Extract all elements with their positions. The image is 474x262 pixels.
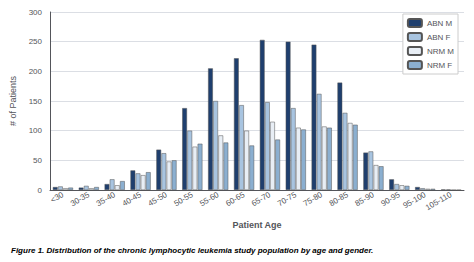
svg-text:100: 100 — [29, 126, 43, 135]
svg-text:200: 200 — [29, 67, 43, 76]
svg-text:85-90: 85-90 — [354, 190, 377, 208]
svg-text:60-65: 60-65 — [224, 190, 247, 208]
svg-text:Figure 1. Distribution of the: Figure 1. Distribution of the chronic ly… — [11, 246, 373, 255]
svg-text:Patient Age: Patient Age — [232, 220, 281, 230]
svg-text:<30: <30 — [49, 190, 66, 205]
svg-text:ABN F: ABN F — [427, 33, 451, 42]
svg-text:50: 50 — [33, 156, 42, 165]
svg-text:105-110: 105-110 — [424, 190, 454, 212]
svg-text:90-95: 90-95 — [379, 190, 402, 208]
svg-text:250: 250 — [29, 37, 43, 46]
svg-text:# of Patients: # of Patients — [8, 75, 18, 126]
svg-text:30-35: 30-35 — [69, 190, 92, 208]
svg-text:35-40: 35-40 — [95, 190, 118, 208]
svg-text:40-45: 40-45 — [121, 190, 144, 208]
svg-text:ABN M: ABN M — [427, 19, 453, 28]
svg-text:65-70: 65-70 — [250, 190, 273, 208]
svg-text:70-75: 70-75 — [276, 190, 299, 208]
svg-text:95-100: 95-100 — [401, 190, 428, 211]
svg-text:NRM F: NRM F — [427, 61, 452, 70]
svg-text:300: 300 — [29, 8, 43, 17]
svg-text:45-50: 45-50 — [147, 190, 170, 208]
svg-text:55-60: 55-60 — [198, 190, 221, 208]
svg-text:75-80: 75-80 — [302, 190, 325, 208]
svg-text:50-55: 50-55 — [172, 190, 195, 208]
svg-text:NRM M: NRM M — [427, 47, 454, 56]
svg-text:80-85: 80-85 — [328, 190, 351, 208]
svg-text:0: 0 — [38, 186, 43, 195]
svg-text:150: 150 — [29, 97, 43, 106]
